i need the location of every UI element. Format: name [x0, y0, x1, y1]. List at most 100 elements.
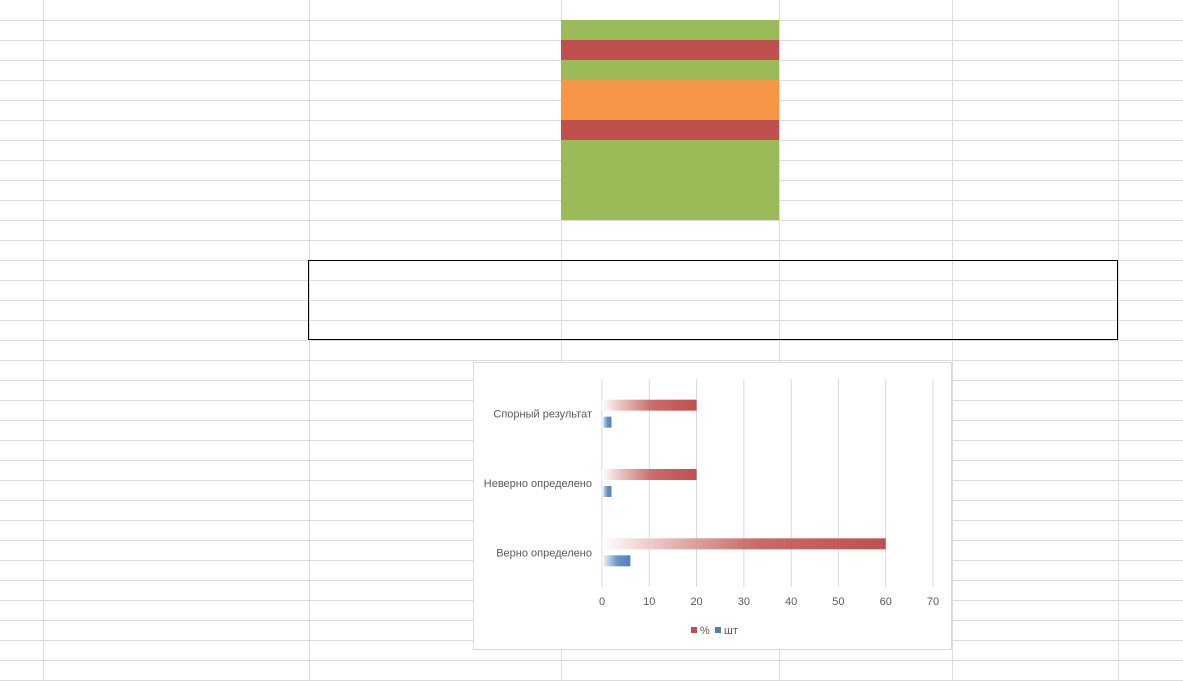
header-num — [1, 0, 43, 19]
legend-swatch — [691, 627, 697, 633]
class-fill — [561, 120, 779, 140]
row-number — [1, 160, 43, 179]
ml-class — [562, 120, 779, 139]
score — [780, 180, 952, 199]
step-file — [310, 160, 561, 179]
x-tick-label: 50 — [832, 596, 844, 608]
header-part — [44, 0, 309, 19]
ml-class — [562, 80, 779, 99]
class-fill — [561, 180, 779, 200]
results-chart[interactable]: 0 10 20 30 40 50 60 70 Верно определено Неверно о… — [473, 362, 952, 650]
row-gridline — [0, 660, 1183, 661]
row-gridline — [0, 320, 1183, 321]
row-number — [1, 180, 43, 199]
x-tick-label: 70 — [927, 596, 939, 608]
summary-row-label — [310, 300, 561, 319]
row-number — [1, 200, 43, 219]
ml-class — [562, 60, 779, 79]
bar-percent — [602, 469, 697, 480]
step-file — [310, 200, 561, 219]
bar-count — [602, 416, 612, 428]
legend-entry: шт — [724, 625, 738, 637]
x-tick-label: 10 — [643, 596, 655, 608]
row-number — [1, 40, 43, 59]
row-gridline — [0, 220, 1183, 221]
summary-value — [953, 280, 1118, 299]
summary-header — [953, 260, 1118, 279]
x-tick-label: 20 — [690, 596, 702, 608]
row-number — [1, 80, 43, 99]
score — [780, 20, 952, 39]
ml-class — [562, 200, 779, 219]
y-category-label: Спорный результат — [493, 409, 592, 421]
part-name — [44, 120, 309, 139]
row-gridline — [0, 340, 1183, 341]
x-tick-label: 0 — [599, 596, 605, 608]
step-file — [310, 80, 561, 99]
score — [780, 40, 952, 59]
part-name — [44, 160, 309, 179]
part-name — [44, 180, 309, 199]
part-name — [44, 60, 309, 79]
class-fill — [561, 60, 779, 80]
step-file — [310, 120, 561, 139]
summary-value — [562, 280, 779, 299]
score — [780, 60, 952, 79]
row-gridline — [0, 240, 1183, 241]
row-number — [1, 20, 43, 39]
legend-entry: % — [700, 625, 710, 637]
score — [780, 140, 952, 159]
score — [780, 200, 952, 219]
y-category-label: Неверно определено — [484, 478, 592, 490]
ml-class — [562, 20, 779, 39]
header-step — [310, 0, 561, 19]
score — [780, 160, 952, 179]
class-fill — [561, 200, 779, 220]
row-number — [1, 140, 43, 159]
row-number — [1, 60, 43, 79]
score — [780, 100, 952, 119]
class-fill — [561, 160, 779, 180]
ml-class — [562, 180, 779, 199]
summary-header — [780, 260, 952, 279]
bar-percent — [602, 399, 697, 411]
x-tick-label: 40 — [785, 596, 797, 608]
class-fill — [561, 140, 779, 160]
row-number — [1, 120, 43, 139]
ml-class — [562, 140, 779, 159]
part-name — [44, 20, 309, 39]
row-number — [1, 100, 43, 119]
class-fill — [561, 40, 779, 60]
step-file — [310, 40, 561, 59]
bar-count — [602, 555, 631, 567]
chart-svg: 0 10 20 30 40 50 60 70 Верно определено Неверно о… — [484, 379, 939, 637]
row-gridline — [0, 280, 1183, 281]
step-file — [310, 100, 561, 119]
part-name — [44, 80, 309, 99]
part-name — [44, 100, 309, 119]
ml-class — [562, 160, 779, 179]
ml-class — [562, 40, 779, 59]
header-class — [562, 0, 779, 19]
summary-row-label — [310, 280, 561, 299]
step-file — [310, 140, 561, 159]
row-gridline — [0, 360, 1183, 361]
ml-class — [562, 100, 779, 119]
bar-percent — [602, 538, 886, 550]
score — [780, 120, 952, 139]
class-fill — [561, 80, 779, 100]
summary-value — [953, 300, 1118, 319]
x-tick-label: 30 — [738, 596, 750, 608]
part-name — [44, 140, 309, 159]
part-name — [44, 200, 309, 219]
x-tick-label: 60 — [880, 596, 892, 608]
score — [780, 80, 952, 99]
legend-swatch — [715, 627, 721, 633]
step-file — [310, 60, 561, 79]
summary-value — [562, 300, 779, 319]
bar-count — [602, 486, 612, 497]
summary-header — [562, 260, 779, 279]
class-fill — [561, 20, 779, 40]
step-file — [310, 180, 561, 199]
